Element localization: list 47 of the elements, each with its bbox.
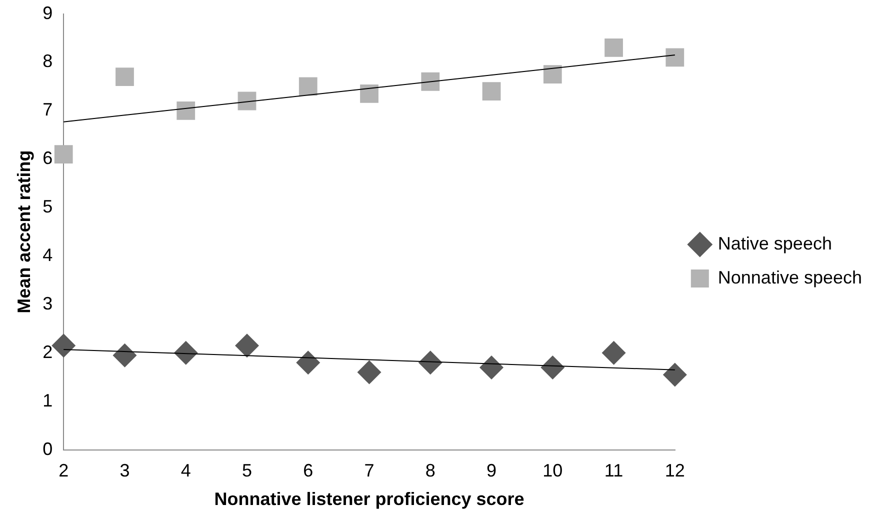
- y-tick-label: 3: [42, 293, 53, 314]
- point: [298, 77, 318, 96]
- x-tick-label: 5: [242, 460, 252, 481]
- point: [540, 355, 565, 380]
- x-tick-label: 9: [486, 460, 497, 481]
- x-tick-label: 12: [664, 460, 685, 481]
- point: [666, 48, 684, 67]
- x-tick-label: 7: [364, 460, 374, 481]
- x-tick-label: 6: [303, 460, 314, 481]
- point: [421, 72, 440, 91]
- x-tick-label: 4: [180, 460, 191, 481]
- legend-label: Nonnative speech: [718, 267, 862, 288]
- point: [360, 84, 378, 103]
- y-axis-title: Mean accent rating: [14, 150, 34, 314]
- point: [480, 355, 504, 380]
- x-tick-label: 2: [58, 460, 69, 481]
- point: [662, 362, 687, 387]
- x-axis-title: Nonnative listener proficiency score: [214, 489, 524, 510]
- point: [174, 340, 198, 365]
- point: [357, 360, 382, 384]
- x-tick-label: 10: [542, 460, 563, 481]
- y-tick-label: 5: [42, 196, 53, 217]
- point: [482, 82, 501, 101]
- point: [543, 65, 562, 84]
- point: [604, 38, 623, 57]
- y-tick-label: 6: [42, 148, 53, 168]
- point: [238, 92, 256, 110]
- point: [176, 101, 196, 120]
- point: [112, 343, 137, 368]
- x-tick-label: 8: [425, 460, 436, 481]
- point: [52, 334, 76, 358]
- point: [235, 334, 259, 358]
- y-tick-label: 0: [42, 438, 53, 459]
- y-tick-label: 2: [42, 342, 53, 362]
- y-tick-label: 4: [42, 244, 53, 265]
- x-tick-label: 3: [120, 460, 130, 481]
- point: [602, 340, 626, 365]
- point: [418, 350, 442, 375]
- y-tick-label: 9: [42, 2, 53, 23]
- y-tick-label: 1: [42, 390, 53, 410]
- point: [54, 145, 73, 164]
- y-tick-label: 7: [42, 100, 53, 120]
- point: [116, 68, 134, 86]
- legend-label: Native speech: [718, 233, 832, 254]
- y-tick-label: 8: [42, 51, 53, 72]
- point: [296, 350, 320, 375]
- x-tick-label: 11: [604, 460, 624, 481]
